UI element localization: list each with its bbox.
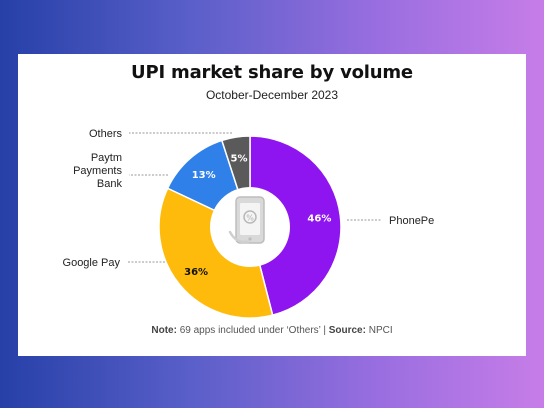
note-label: Note: [151,325,177,336]
note-text: 69 apps included under ‘Others’ [179,325,321,336]
source-text: NPCI [368,325,393,336]
pct-label-google-pay: 36% [184,267,208,278]
pct-label-phonepe: 46% [307,214,331,225]
slice-google-pay [158,187,274,319]
callout-labels: PhonePe Google Pay Paytm Payments Bank Others [63,128,435,269]
chart-title: UPI market share by volume [131,62,413,83]
footnote: Note: 69 apps included under ‘Others’ | … [18,325,526,336]
callout-label-others: Others [89,128,123,140]
pct-label-others: 5% [231,153,248,164]
footnote-separator: | [323,325,326,336]
callout-label-google-pay: Google Pay [63,257,121,269]
callout-label-paytm-payments-bank: Paytm Payments Bank [73,152,122,190]
pct-label-paytm-payments-bank: 13% [192,170,216,181]
svg-text:%: % [246,214,254,223]
callout-label-phonepe: PhonePe [389,215,434,227]
source-label: Source: [328,325,366,336]
donut-slices [158,135,342,319]
chart-card: UPI market share by volume October-Decem… [18,54,526,356]
phone-icon: % [228,196,265,244]
chart-subtitle: October-December 2023 [205,88,339,102]
percent-labels: 46% 36% 13% 5% [184,153,331,278]
slice-phonepe [249,135,342,317]
donut-chart: % 46% 36% 13% 5% PhonePe Google Pay Paytm Paym… [63,128,435,319]
